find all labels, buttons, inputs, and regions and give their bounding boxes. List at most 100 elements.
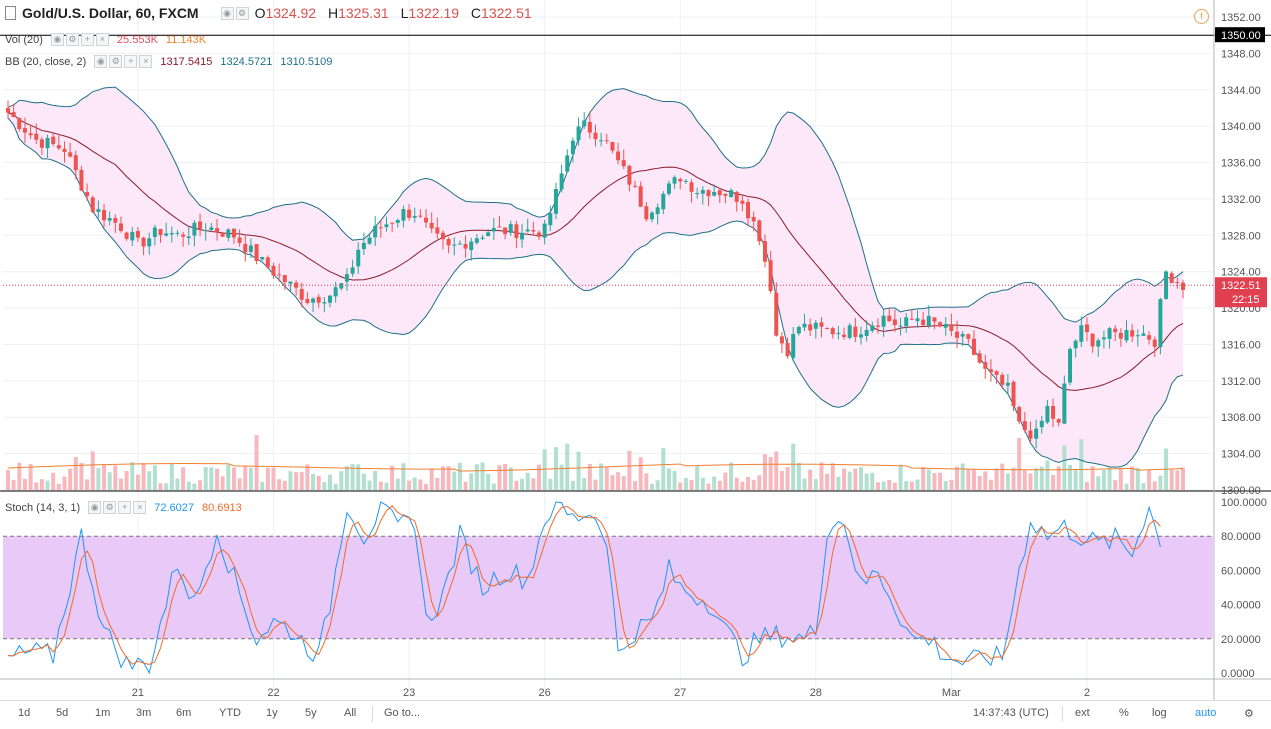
eye-icon[interactable]: ◉ [50, 33, 64, 46]
candle-body [587, 122, 592, 133]
gear-icon[interactable]: ⚙ [109, 55, 123, 68]
close-icon[interactable]: × [139, 55, 153, 68]
goto-button[interactable]: Go to... [384, 707, 421, 719]
candle-body [892, 319, 897, 326]
candle-body [440, 232, 445, 240]
candle-body [175, 232, 180, 234]
volume-bar [599, 463, 604, 490]
candle-body [700, 189, 705, 194]
bb-fill [8, 87, 1183, 468]
eye-icon[interactable]: ◉ [88, 501, 102, 514]
tf-1y[interactable]: 1y [266, 707, 278, 719]
volume-bar [90, 451, 95, 490]
tf-3m[interactable]: 3m [136, 707, 152, 719]
ext-toggle[interactable]: ext [1075, 707, 1090, 719]
add-icon[interactable]: + [124, 55, 138, 68]
tf-6m[interactable]: 6m [176, 707, 192, 719]
volume-bar [147, 471, 152, 490]
stoch-buttons: ◉ ⚙ + × [88, 501, 147, 514]
chart-settings-icon[interactable]: ⚙ [1244, 708, 1254, 720]
candle-body [226, 229, 231, 238]
candle-body [915, 318, 920, 322]
volume-bar [378, 481, 383, 490]
gear-icon[interactable]: ⚙ [235, 6, 249, 20]
volume-bar [446, 466, 451, 490]
candle-body [429, 222, 434, 229]
candle-body [1152, 339, 1157, 347]
volume-bar [344, 466, 349, 490]
volume-bar [102, 464, 107, 490]
candle-body [164, 233, 169, 236]
candle-body [418, 215, 423, 217]
bb-label: BB (20, close, 2) [5, 55, 87, 68]
candle-body [909, 318, 914, 320]
candle-body [356, 249, 361, 267]
gear-icon[interactable]: ⚙ [65, 33, 79, 46]
log-toggle[interactable]: log [1152, 707, 1167, 719]
volume-bar [921, 467, 926, 490]
candle-body [327, 295, 332, 303]
candle-body [237, 237, 242, 243]
volume-bar [209, 467, 214, 490]
volume-bar [537, 464, 542, 490]
add-icon[interactable]: + [80, 33, 94, 46]
volume-bar [582, 478, 587, 490]
tf-ytd[interactable]: YTD [219, 707, 241, 719]
volume-bar [774, 451, 779, 490]
tf-5d[interactable]: 5d [56, 707, 69, 719]
candle-body [921, 319, 926, 325]
volume-bar [220, 476, 225, 490]
tf-1d[interactable]: 1d [18, 707, 31, 719]
volume-bar [1175, 470, 1180, 490]
gear-icon[interactable]: ⚙ [103, 501, 117, 514]
candle-body [1113, 328, 1118, 333]
candle-body [819, 322, 824, 327]
volume-bar [1062, 445, 1067, 490]
vol-label: Vol (20) [5, 33, 43, 46]
candle-body [1090, 333, 1095, 347]
chart-canvas[interactable]: 1352.00 1350.00 1348.00 1344.00 1340.00 1336.… [0, 0, 1271, 700]
tf-1m[interactable]: 1m [95, 707, 111, 719]
volume-bar [333, 483, 338, 490]
candle-body [56, 145, 61, 149]
candle-body [34, 133, 39, 140]
volume-bar [960, 463, 965, 490]
stoch-band [3, 536, 1213, 639]
eye-icon[interactable]: ◉ [94, 55, 108, 68]
close-icon[interactable]: × [133, 501, 147, 514]
close-icon[interactable]: × [95, 33, 109, 46]
candle-body [525, 229, 530, 232]
candle-body [1073, 340, 1078, 349]
volume-bar [542, 449, 547, 490]
stoch-tick-label: 40.0000 [1221, 600, 1261, 612]
candle-body [1039, 420, 1044, 428]
volume-bar [51, 472, 56, 490]
add-icon[interactable]: + [118, 501, 132, 514]
alert-icon[interactable]: ! [1194, 9, 1209, 24]
time-tick-label: 21 [132, 687, 144, 699]
utc-clock[interactable]: 14:37:43 (UTC) [973, 707, 1049, 719]
candle-body [616, 151, 621, 161]
candle-body [118, 223, 123, 231]
price-tick-label: 1352.00 [1221, 12, 1261, 24]
volume-bar [672, 471, 677, 490]
eye-icon[interactable]: ◉ [220, 6, 234, 20]
candle-body [1101, 337, 1106, 340]
candle-body [537, 232, 542, 237]
candle-body [186, 236, 191, 239]
candle-body [271, 265, 276, 276]
candle-body [830, 328, 835, 335]
tf-5y[interactable]: 5y [305, 707, 317, 719]
candle-body [621, 160, 626, 167]
tf-all[interactable]: All [344, 707, 357, 719]
candle-body [1147, 335, 1152, 340]
candle-body [62, 148, 67, 153]
percent-toggle[interactable]: % [1119, 707, 1129, 719]
candle-body [192, 222, 197, 236]
volume-bar [373, 470, 378, 490]
low-value: 1322.19 [408, 5, 460, 21]
collapse-icon[interactable] [5, 6, 16, 20]
volume-bar [1181, 467, 1185, 490]
volume-bar [384, 482, 389, 490]
auto-toggle[interactable]: auto [1195, 707, 1217, 719]
